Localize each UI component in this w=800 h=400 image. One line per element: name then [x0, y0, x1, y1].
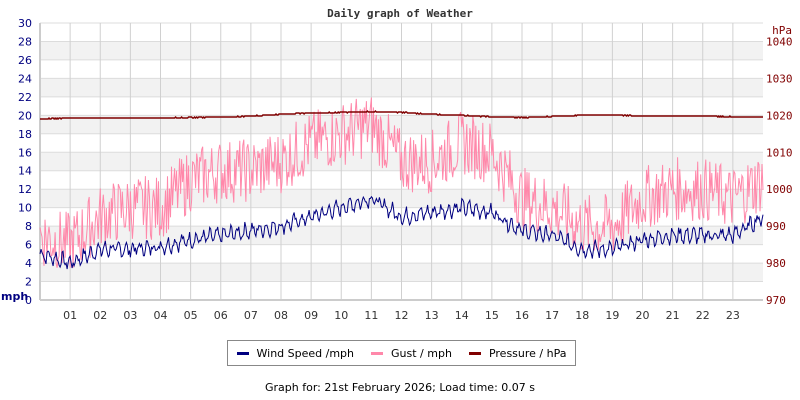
svg-text:10: 10	[334, 309, 348, 322]
svg-text:8: 8	[25, 220, 32, 233]
legend-gust-label: Gust / mph	[391, 346, 452, 360]
svg-text:08: 08	[274, 309, 288, 322]
svg-text:03: 03	[123, 309, 137, 322]
svg-text:980: 980	[766, 257, 786, 270]
svg-text:12: 12	[395, 309, 409, 322]
legend-gust: Gust / mph	[371, 347, 452, 360]
svg-text:23: 23	[726, 309, 740, 322]
svg-text:1020: 1020	[766, 109, 793, 122]
svg-text:16: 16	[515, 309, 529, 322]
svg-text:02: 02	[93, 309, 107, 322]
svg-text:04: 04	[154, 309, 168, 322]
svg-text:11: 11	[364, 309, 378, 322]
svg-text:2: 2	[25, 276, 32, 289]
svg-text:28: 28	[18, 35, 32, 48]
svg-text:19: 19	[605, 309, 619, 322]
svg-text:970: 970	[766, 294, 786, 307]
svg-text:990: 990	[766, 220, 786, 233]
svg-text:14: 14	[18, 165, 32, 178]
svg-text:20: 20	[18, 109, 32, 122]
footer-text: Graph for: 21st February 2026; Load time…	[264, 381, 535, 394]
svg-text:mph: mph	[1, 290, 28, 303]
series-2	[40, 109, 763, 121]
svg-text:01: 01	[63, 309, 77, 322]
svg-text:24: 24	[18, 72, 32, 85]
svg-text:0: 0	[25, 294, 32, 307]
legend-pressure: Pressure / hPa	[468, 346, 567, 360]
pressure-swatch-icon	[468, 351, 481, 355]
svg-text:10: 10	[18, 202, 32, 215]
svg-text:1010: 1010	[766, 146, 793, 159]
svg-text:15: 15	[485, 309, 499, 322]
svg-text:4: 4	[25, 257, 32, 270]
svg-text:30: 30	[18, 17, 32, 30]
svg-text:1040: 1040	[766, 35, 793, 48]
svg-text:hPa: hPa	[772, 24, 792, 37]
svg-text:18: 18	[18, 128, 32, 141]
legend-wind: Wind Speed /mph	[236, 346, 355, 360]
legend-wind-label: Wind Speed /mph	[256, 346, 355, 360]
svg-text:Daily graph of Weather: Daily graph of Weather	[327, 7, 473, 20]
series-1	[39, 97, 764, 268]
svg-text:07: 07	[244, 309, 258, 322]
svg-text:26: 26	[18, 54, 32, 67]
legend-pressure-label: Pressure / hPa	[488, 346, 567, 360]
svg-text:1030: 1030	[766, 72, 793, 85]
svg-text:17: 17	[545, 309, 559, 322]
svg-text:18: 18	[575, 309, 589, 322]
chart-canvas: Daily graph of Weather024681012141618202…	[1, 7, 793, 322]
svg-text:13: 13	[425, 309, 439, 322]
svg-text:21: 21	[666, 309, 680, 322]
svg-text:05: 05	[184, 309, 198, 322]
svg-text:16: 16	[18, 146, 32, 159]
svg-text:6: 6	[25, 239, 32, 252]
wind-swatch-icon	[236, 351, 249, 355]
svg-text:14: 14	[455, 309, 469, 322]
svg-text:09: 09	[304, 309, 318, 322]
legend: Wind Speed /mph Gust / mph Pressure / hP…	[227, 340, 576, 366]
svg-text:12: 12	[18, 183, 32, 196]
svg-text:20: 20	[636, 309, 650, 322]
svg-text:06: 06	[214, 309, 228, 322]
svg-text:22: 22	[696, 309, 710, 322]
svg-text:22: 22	[18, 91, 32, 104]
gust-swatch-icon	[371, 351, 384, 355]
series-0	[39, 195, 764, 270]
svg-text:1000: 1000	[766, 183, 793, 196]
